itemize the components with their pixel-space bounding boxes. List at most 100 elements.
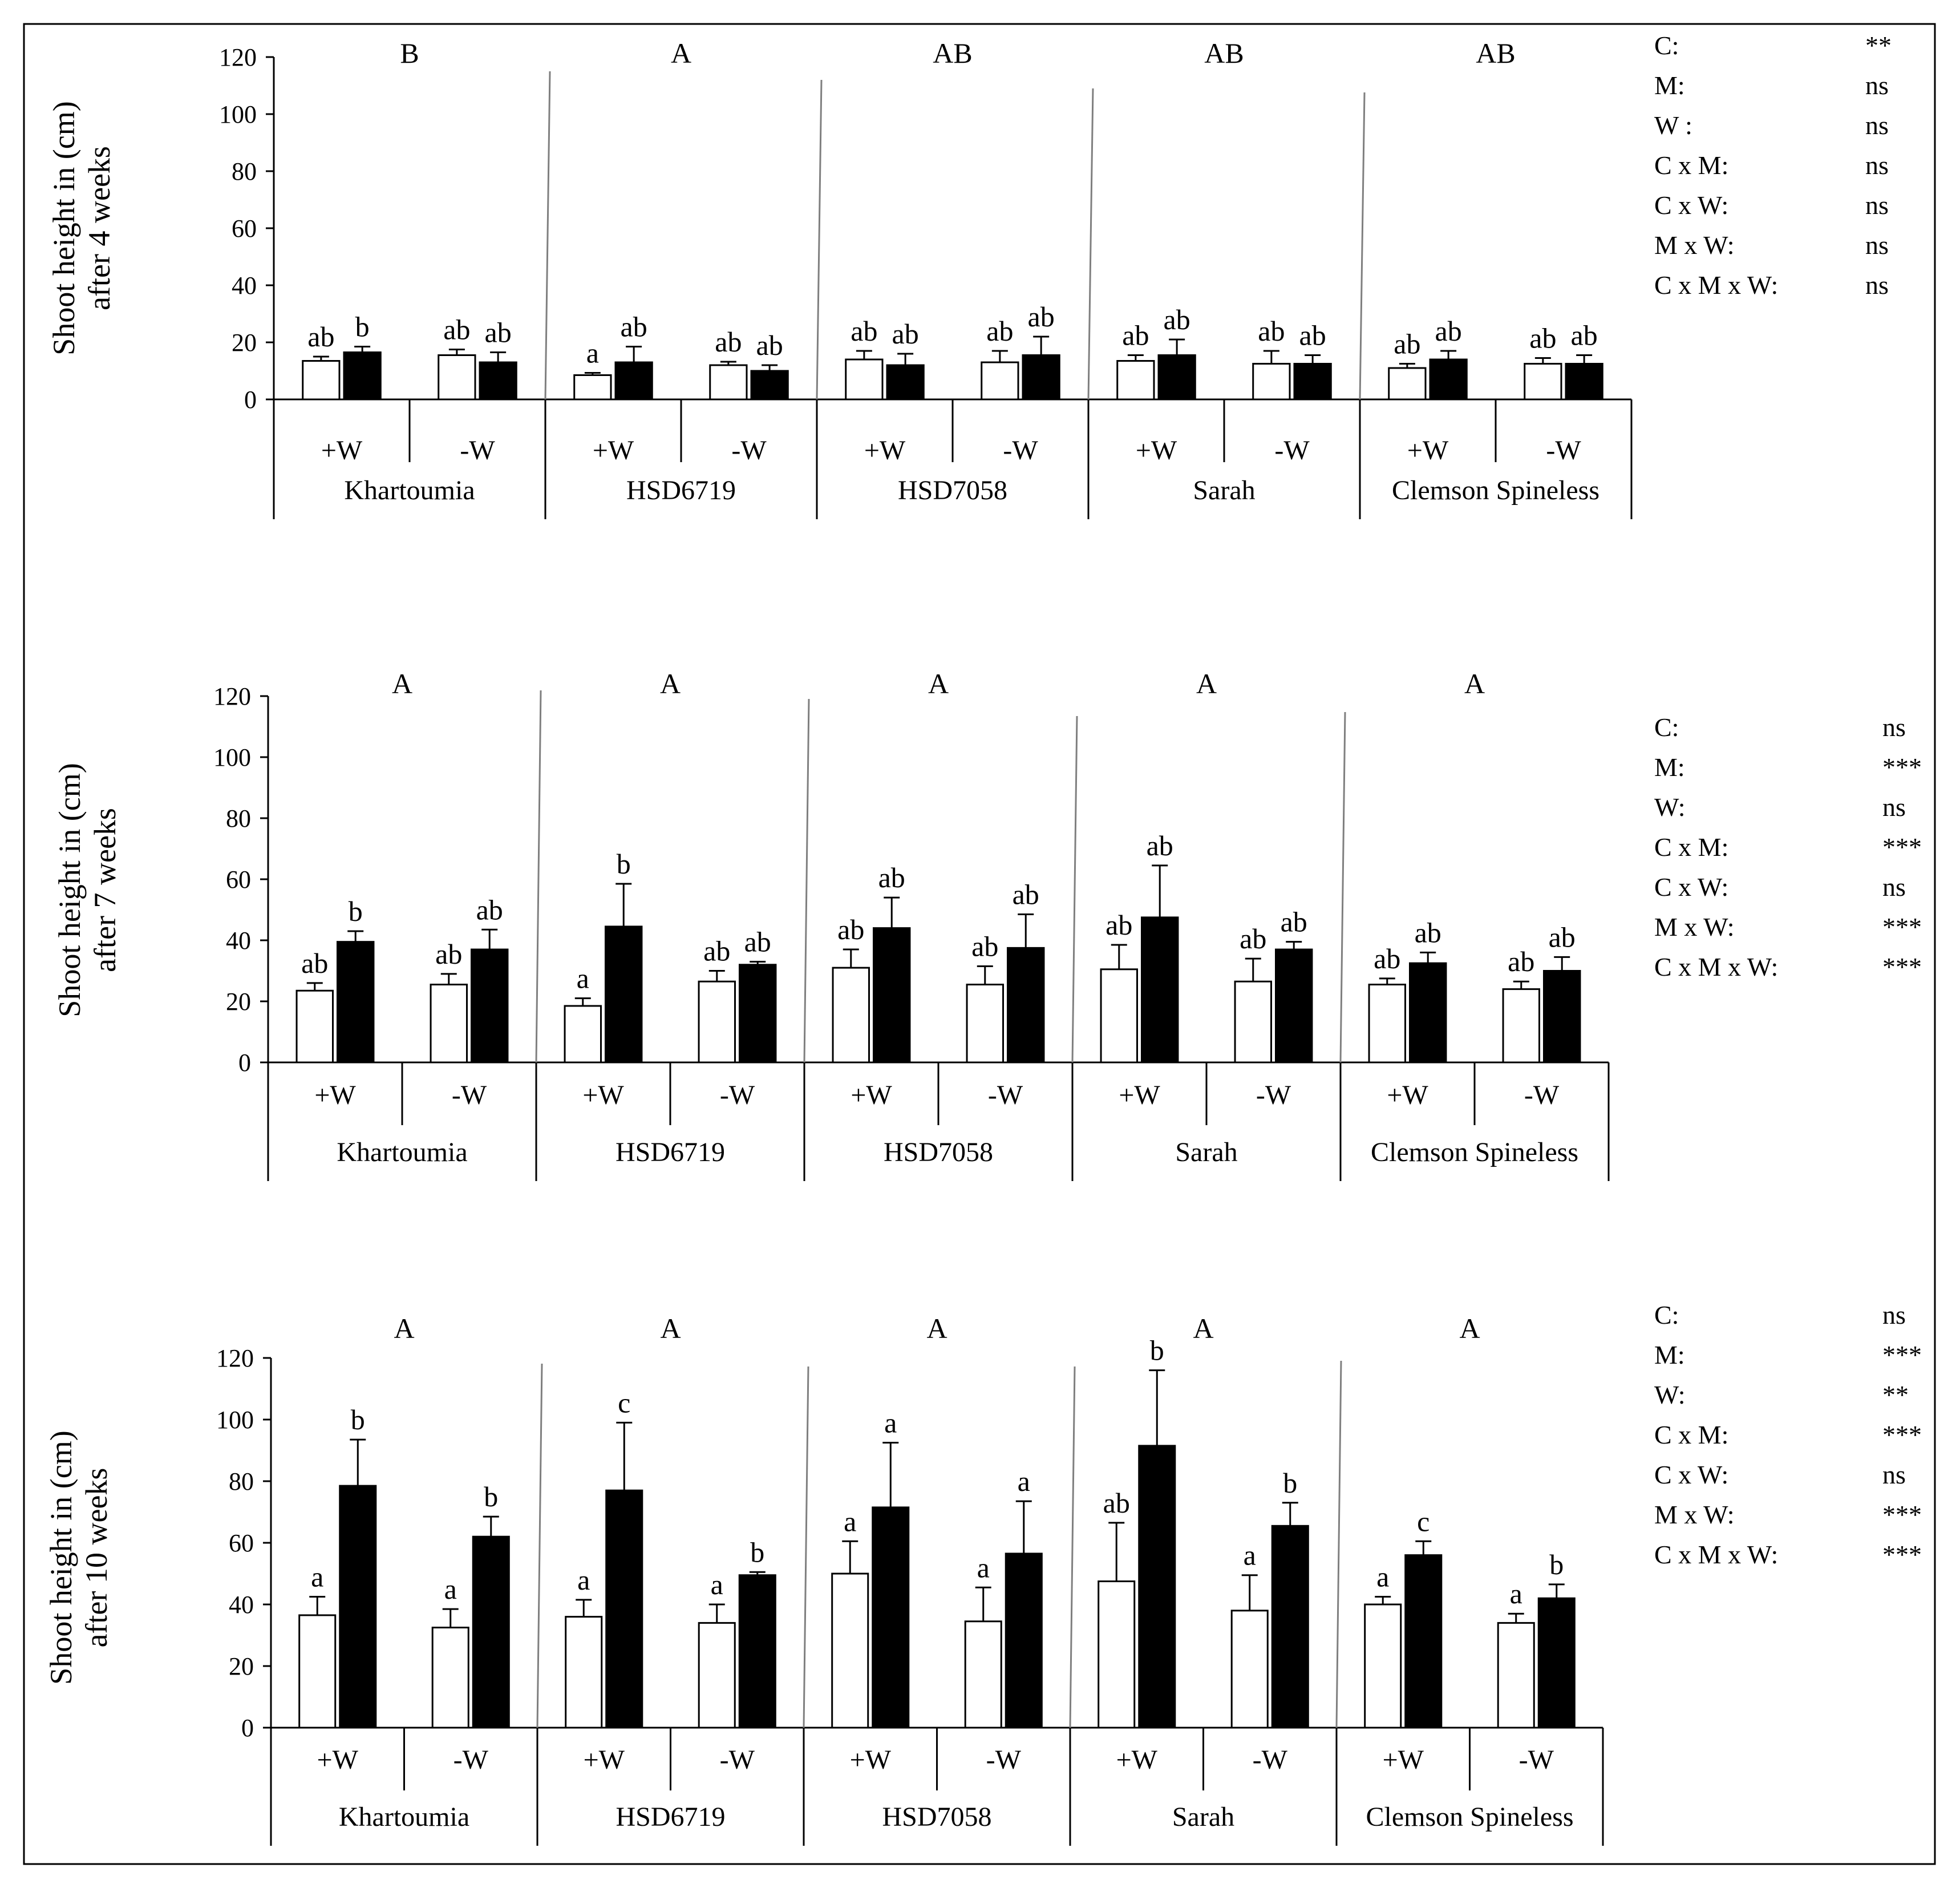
anova-term: C x M x W:	[1654, 1540, 1778, 1569]
significance-letter: ab	[1374, 943, 1400, 975]
significance-letter: ab	[837, 913, 864, 945]
cultivar-divider	[1335, 1360, 1342, 1728]
open-bar	[1388, 367, 1427, 401]
significance-letter: ab	[756, 329, 783, 361]
anova-term: C x M x W:	[1654, 952, 1778, 981]
treatment-label: +W	[850, 1745, 892, 1775]
anova-significance: ns	[1882, 872, 1906, 901]
y-tick-label: 60	[229, 1529, 254, 1557]
filled-bar	[1005, 1553, 1043, 1729]
filled-bar	[739, 964, 777, 1064]
open-bar	[1098, 1580, 1136, 1729]
open-bar	[698, 1622, 736, 1729]
significance-letter: a	[1244, 1539, 1256, 1571]
anova-significance: ns	[1865, 270, 1889, 300]
filled-bar	[1271, 1525, 1309, 1729]
anova-significance: ***	[1882, 1540, 1922, 1569]
cultivar-label: HSD6719	[615, 1802, 725, 1832]
anova-term: C:	[1654, 1300, 1679, 1329]
cultivar-label: Khartoumia	[339, 1802, 469, 1832]
treatment-label: -W	[731, 435, 767, 466]
cultivar-divider	[803, 698, 810, 1063]
significance-letter: ab	[1164, 304, 1190, 335]
significance-letter: a	[577, 963, 589, 994]
significance-letter: b	[349, 895, 363, 927]
filled-bar	[886, 364, 925, 401]
cultivar-label: HSD7058	[884, 1137, 993, 1167]
y-tick-label: 0	[238, 1049, 251, 1077]
significance-letter: ab	[435, 938, 462, 970]
significance-letter: a	[444, 1573, 457, 1605]
y-tick-label: 120	[219, 43, 257, 71]
group-letter: A	[394, 1312, 414, 1344]
significance-letter: ab	[1571, 320, 1598, 351]
cultivar-label: Clemson Spineless	[1371, 1137, 1578, 1167]
filled-bar	[1138, 1445, 1176, 1729]
y-tick-label: 40	[226, 927, 251, 955]
cultivar-label: HSD6719	[626, 475, 736, 506]
treatment-label: +W	[1119, 1080, 1160, 1110]
anova-term: C x M:	[1654, 1420, 1728, 1449]
cultivar-divider	[1087, 88, 1094, 400]
anova-term: C:	[1654, 713, 1679, 742]
y-tick-label: 80	[226, 804, 251, 832]
chart-panel-1: 0 20 40 60 80 100 120 Shoot height in (cm) after…	[47, 31, 1892, 519]
cultivar-label: HSD7058	[898, 475, 1007, 506]
anova-significance: ns	[1865, 151, 1889, 180]
group-letter: A	[1193, 1312, 1213, 1344]
y-tick-label: 100	[219, 100, 257, 128]
filled-bar	[872, 1506, 910, 1729]
filled-bar	[1537, 1597, 1576, 1729]
significance-letter: c	[1417, 1505, 1429, 1537]
cultivar-divider	[1069, 1366, 1076, 1728]
treatment-label: -W	[988, 1080, 1023, 1110]
y-tick-label: 20	[226, 988, 251, 1016]
open-bar	[966, 984, 1005, 1064]
anova-significance: ***	[1882, 912, 1922, 941]
cultivar-label: Khartoumia	[344, 475, 475, 506]
y-axis-title: Shoot height in (cm)	[47, 101, 81, 355]
chart-panel-2: 0 20 40 60 80 100 120 Shoot height in (cm) after…	[52, 668, 1922, 1181]
treatment-label: -W	[1253, 1745, 1288, 1775]
significance-letter: ab	[1299, 320, 1326, 351]
anova-term: C x W:	[1654, 1460, 1728, 1489]
filled-bar	[750, 370, 789, 401]
treatment-label: +W	[1387, 1080, 1428, 1110]
significance-letter: c	[618, 1386, 630, 1418]
anova-term: M x W:	[1654, 231, 1735, 260]
anova-significance: **	[1865, 31, 1892, 60]
group-letter: A	[926, 1312, 947, 1344]
open-bar	[831, 1572, 869, 1729]
filled-bar	[605, 925, 643, 1064]
anova-term: C x M x W:	[1654, 270, 1778, 300]
significance-letter: ab	[476, 894, 503, 925]
cultivar-label: Khartoumia	[337, 1137, 467, 1167]
treatment-label: -W	[720, 1745, 755, 1775]
treatment-label: -W	[1524, 1080, 1560, 1110]
cultivar-label: Clemson Spineless	[1392, 475, 1599, 506]
y-tick-label: 120	[216, 1344, 254, 1372]
significance-letter: ab	[1240, 923, 1266, 955]
open-bar	[1502, 988, 1541, 1064]
group-letter: A	[928, 668, 949, 700]
treatment-label: -W	[453, 1745, 489, 1775]
filled-bar	[1543, 970, 1581, 1064]
anova-significance: ns	[1882, 793, 1906, 822]
y-axis-title: Shoot height in (cm)	[52, 763, 87, 1017]
cultivar-divider	[536, 1363, 543, 1728]
significance-letter: ab	[851, 315, 877, 347]
anova-term: C:	[1654, 31, 1679, 60]
significance-letter: ab	[1258, 315, 1285, 347]
anova-significance: ns	[1865, 111, 1889, 140]
open-bar	[709, 364, 748, 401]
significance-letter: a	[884, 1407, 897, 1439]
significance-letter: ab	[1394, 328, 1420, 360]
y-tick-label: 120	[213, 682, 251, 710]
group-letter: AB	[1476, 37, 1515, 69]
significance-letter: b	[1150, 1335, 1164, 1367]
